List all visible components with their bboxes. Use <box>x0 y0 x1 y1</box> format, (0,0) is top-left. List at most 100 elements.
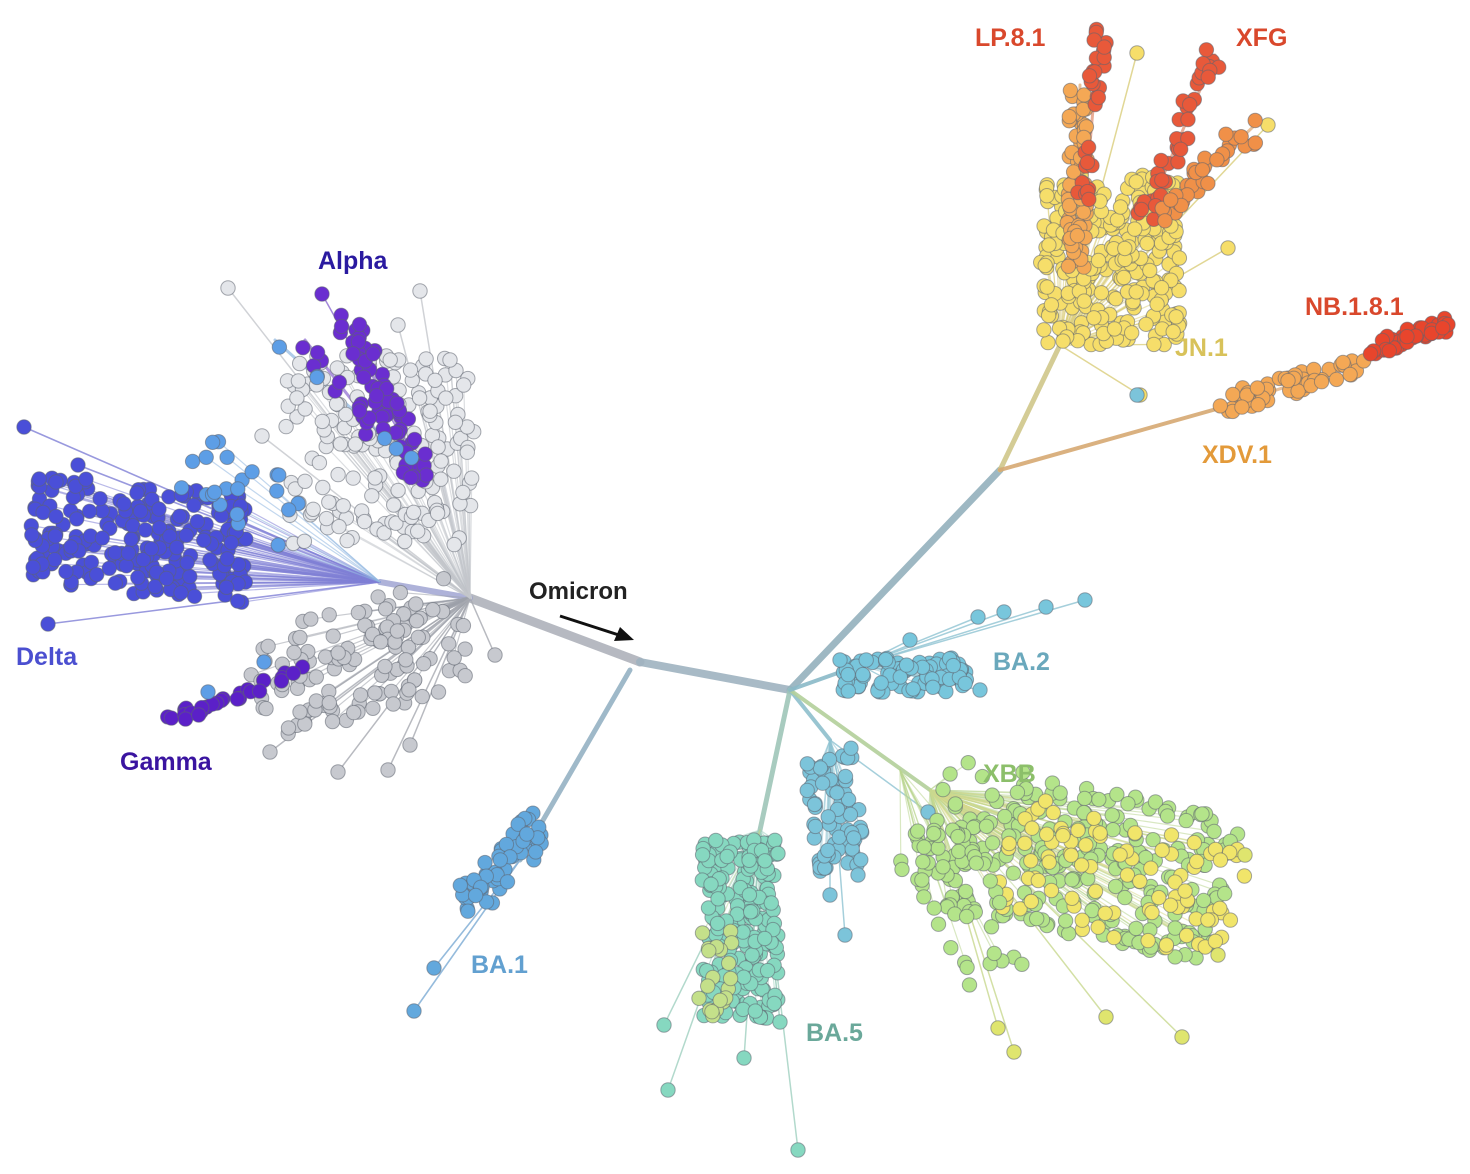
tip-node <box>345 470 361 486</box>
tip-node <box>262 744 278 760</box>
tip-node <box>410 523 426 539</box>
tip-node <box>123 531 139 547</box>
tip-node <box>1133 201 1150 218</box>
tip-node <box>429 505 446 522</box>
tip-node <box>162 528 178 544</box>
tip-node <box>415 656 432 672</box>
tip-node <box>1093 285 1110 301</box>
tip-node <box>464 470 480 486</box>
tip-node <box>916 889 932 905</box>
tip-node <box>171 508 188 524</box>
tip-node <box>1182 96 1198 113</box>
tip-node <box>418 467 434 483</box>
tip-node <box>722 970 739 987</box>
tip-node <box>974 768 991 785</box>
tip-node <box>1167 874 1183 890</box>
tip-node <box>290 373 307 389</box>
tip-node <box>417 446 433 462</box>
tip-node <box>1180 130 1196 147</box>
tip-node <box>960 755 976 771</box>
tip-node <box>958 883 974 900</box>
tip-node <box>1129 387 1145 403</box>
tip-node <box>1096 39 1113 55</box>
tip-node <box>790 1142 806 1158</box>
tip-node <box>1128 920 1144 937</box>
tip-node <box>271 339 288 355</box>
tip-node <box>220 280 236 296</box>
tip-node <box>446 536 462 553</box>
tip-node <box>120 545 137 561</box>
clade-label-ba2: BA.2 <box>993 648 1050 676</box>
tip-node <box>1173 141 1189 158</box>
tip-node <box>945 657 961 674</box>
tip-node <box>1128 284 1144 300</box>
tip-node <box>492 852 508 868</box>
tip-node <box>332 436 349 452</box>
tip-node <box>385 696 401 712</box>
tip-node <box>1247 112 1263 129</box>
tip-node <box>408 596 424 612</box>
tip-node <box>402 362 419 378</box>
tip-node <box>1142 262 1158 279</box>
tip-node <box>1206 823 1222 840</box>
tip-node <box>1090 252 1107 269</box>
tip-node <box>1124 325 1140 341</box>
tip-node <box>1090 89 1107 106</box>
branch <box>177 581 381 595</box>
tip-node <box>457 668 473 684</box>
tip-node <box>430 684 447 700</box>
tip-node <box>101 560 118 576</box>
tip-node <box>269 483 285 499</box>
branch <box>899 769 919 832</box>
tip-node <box>1039 279 1055 295</box>
tip-node <box>1151 889 1167 906</box>
tip-node <box>1138 316 1154 332</box>
tip-node <box>212 497 228 513</box>
tip-node <box>321 695 337 711</box>
tip-node <box>656 1017 672 1033</box>
tip-node <box>441 636 457 652</box>
tip-node <box>364 488 380 504</box>
tip-node <box>709 915 726 932</box>
tip-node <box>1128 174 1144 190</box>
tip-node <box>435 571 452 587</box>
tip-node <box>427 372 443 388</box>
branch <box>1059 344 1141 396</box>
tip-node <box>414 688 430 705</box>
tip-node <box>925 679 941 695</box>
tip-node <box>767 832 783 848</box>
tip-node <box>1381 343 1398 359</box>
tip-node <box>1180 111 1196 128</box>
tip-node <box>230 481 246 497</box>
tip-node <box>315 479 331 496</box>
tip-node <box>694 925 711 941</box>
tip-node <box>31 471 47 487</box>
tip-node <box>814 775 831 791</box>
tip-node <box>1117 889 1133 906</box>
tip-node <box>1064 872 1080 888</box>
tip-node <box>367 685 383 701</box>
branch <box>929 789 1030 879</box>
tip-node <box>186 497 202 513</box>
tip-node <box>328 396 345 412</box>
tip-node <box>48 508 64 525</box>
tip-node <box>1023 893 1040 910</box>
branch <box>399 591 471 599</box>
tip-node <box>297 401 313 417</box>
tip-node <box>710 891 726 907</box>
tip-node <box>452 877 468 893</box>
tip-node <box>1249 380 1266 396</box>
tip-node <box>1177 883 1193 899</box>
tip-node <box>356 513 373 530</box>
tip-node <box>254 428 270 444</box>
branch <box>226 558 381 583</box>
tip-node <box>89 566 105 583</box>
tip-node <box>1234 399 1250 415</box>
tip-node <box>1038 599 1054 615</box>
tip-node <box>1178 812 1194 829</box>
tip-node <box>129 485 145 501</box>
tip-node <box>721 955 737 971</box>
tip-node <box>330 764 346 780</box>
tip-node <box>218 579 235 595</box>
tip-node <box>16 419 32 435</box>
